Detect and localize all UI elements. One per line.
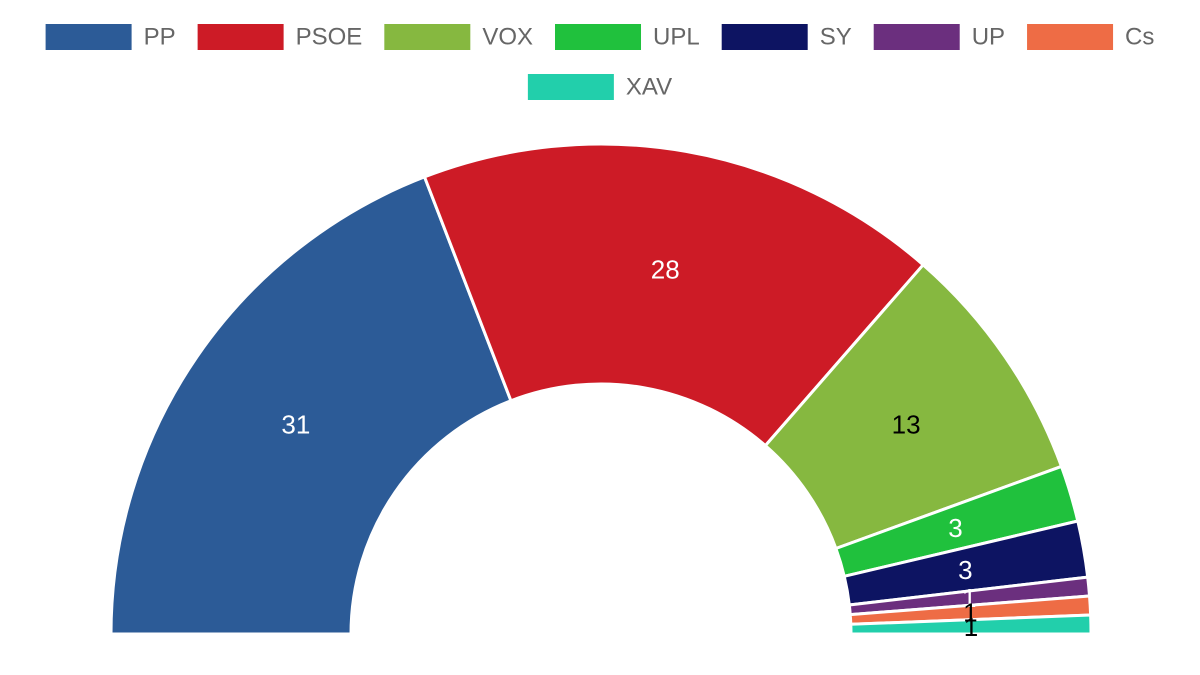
legend-item-psoe[interactable]: PSOE (197, 24, 363, 51)
legend-label-psoe: PSOE (296, 24, 363, 51)
legend-item-vox[interactable]: VOX (384, 24, 533, 51)
chart-legend: PP PSOE VOX UPL SY UP Cs XAV (45, 24, 1154, 101)
legend-item-xav[interactable]: XAV (527, 74, 672, 101)
data-label-vox: 13 (892, 410, 921, 440)
legend-swatch-vox (384, 24, 471, 50)
legend-item-up[interactable]: UP (873, 24, 1005, 51)
legend-label-xav: XAV (626, 74, 672, 101)
legend-label-pp: PP (144, 24, 176, 51)
legend-swatch-xav (527, 74, 614, 100)
legend-label-sy: SY (820, 24, 852, 51)
chart-arcs (109, 142, 1093, 636)
legend-item-sy[interactable]: SY (721, 24, 852, 51)
slice-pp[interactable] (109, 174, 513, 636)
data-label-psoe: 28 (651, 255, 680, 285)
data-label-xav: 1 (964, 612, 978, 642)
data-label-pp: 31 (281, 410, 310, 440)
legend-label-up: UP (972, 24, 1005, 51)
legend-item-cs[interactable]: Cs (1027, 24, 1154, 51)
legend-item-upl[interactable]: UPL (555, 24, 700, 51)
slice-xav[interactable] (849, 613, 1093, 636)
legend-swatch-pp (45, 24, 132, 50)
legend-swatch-up (873, 24, 960, 50)
legend-swatch-cs (1027, 24, 1114, 50)
legend-label-upl: UPL (653, 24, 700, 51)
legend-label-vox: VOX (482, 24, 533, 51)
slice-psoe[interactable] (422, 142, 926, 448)
data-label-cs: 1 (963, 597, 977, 627)
legend-swatch-upl (555, 24, 642, 50)
data-label-sy: 3 (958, 555, 972, 585)
data-label-upl: 3 (948, 513, 962, 543)
legend-label-cs: Cs (1125, 24, 1154, 51)
legend-item-pp[interactable]: PP (45, 24, 176, 51)
legend-swatch-sy (721, 24, 808, 50)
data-label-up: 1 (962, 583, 976, 613)
legend-swatch-psoe (197, 24, 284, 50)
